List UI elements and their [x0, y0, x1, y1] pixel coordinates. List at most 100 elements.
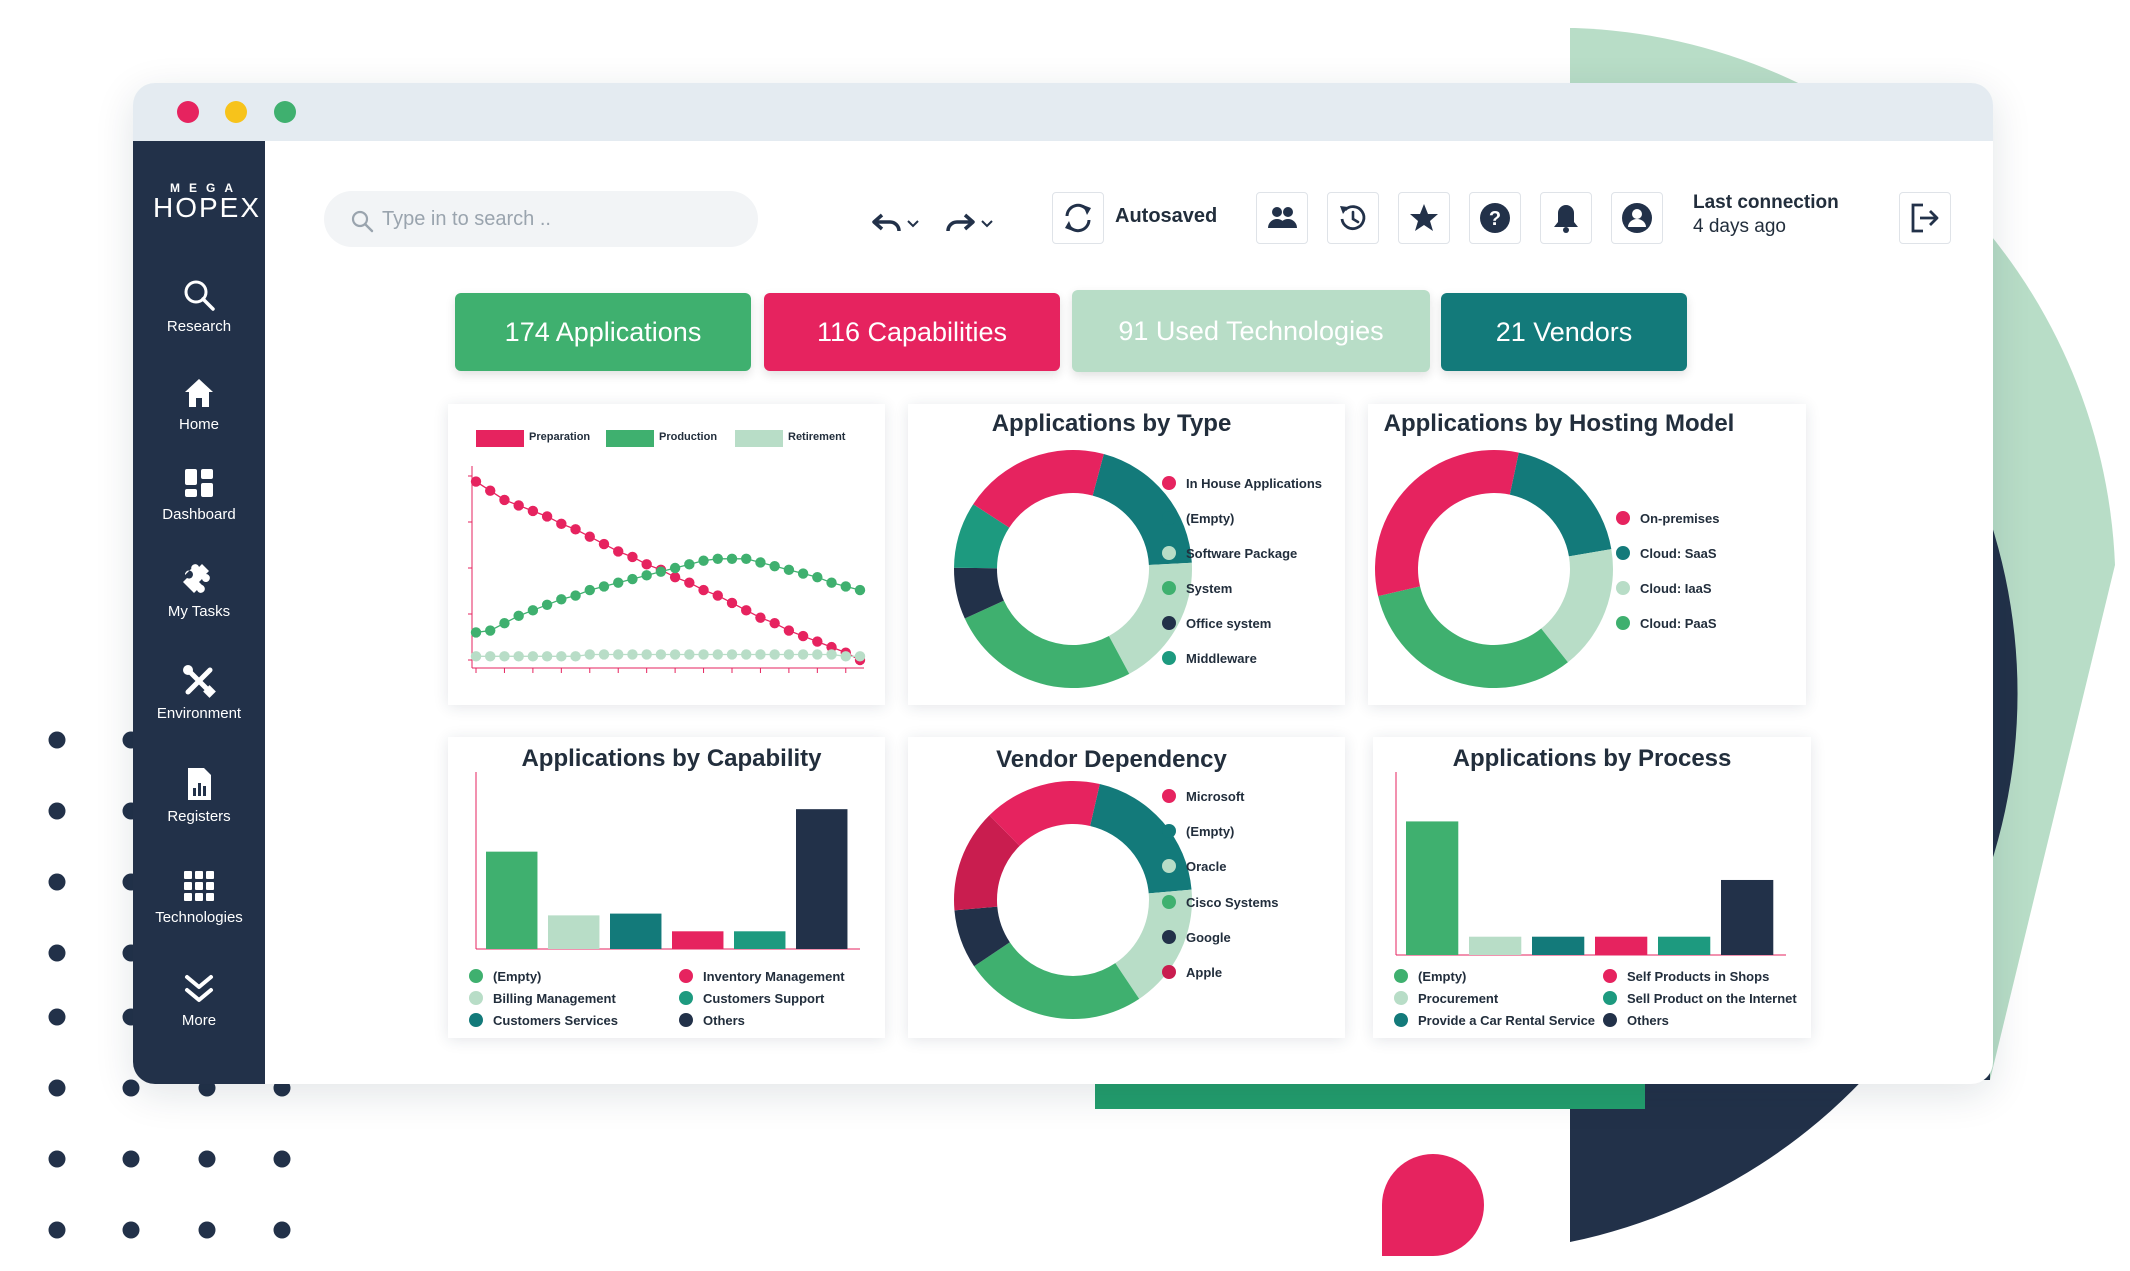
data-point [485, 485, 496, 496]
legend-item: (Empty) [469, 969, 541, 984]
data-point [556, 594, 567, 605]
donut-chart [1375, 450, 1613, 688]
data-point [527, 605, 539, 616]
stat-vendors[interactable]: 21 Vendors [1441, 293, 1687, 371]
sidebar-item-home[interactable]: Home [133, 376, 265, 466]
legend-item: Office system [1162, 616, 1271, 631]
history-button[interactable] [1327, 192, 1379, 244]
minimize-window-button[interactable] [225, 101, 247, 123]
pie-slice [954, 815, 1020, 911]
search-icon [351, 210, 374, 233]
legend-swatch [1616, 581, 1630, 595]
stat-applications[interactable]: 174 Applications [455, 293, 751, 371]
brand-line1: MEGA [170, 181, 242, 195]
pie-slice [974, 942, 1140, 1019]
legend-swatch [1616, 511, 1630, 525]
data-point [712, 553, 723, 564]
stat-capabilities[interactable]: 116 Capabilities [764, 293, 1060, 371]
legend-swatch [1603, 1013, 1617, 1027]
data-point [556, 651, 567, 662]
users-icon [1268, 207, 1297, 228]
data-point [669, 572, 681, 583]
legend-item: Google [1162, 930, 1231, 945]
chart-card-capability: Applications by Capability (Empty) Billin… [448, 737, 885, 1038]
sidebar-item-technologies[interactable]: Technologies [133, 869, 265, 959]
pie-slice [1541, 549, 1613, 663]
data-point [698, 555, 709, 566]
close-window-button[interactable] [177, 101, 199, 123]
legend-swatch [469, 969, 483, 983]
redo-icon [946, 213, 993, 232]
sidebar-item-research[interactable]: Research [133, 278, 265, 368]
data-point [755, 649, 766, 660]
legend-label: Sell Product on the Internet [1627, 991, 1797, 1006]
notifications-button[interactable] [1540, 192, 1592, 244]
legend-label: Billing Management [493, 991, 616, 1006]
data-point [527, 651, 539, 662]
data-point [698, 584, 709, 596]
data-point [698, 649, 709, 660]
logout-button[interactable] [1899, 192, 1951, 244]
maximize-window-button[interactable] [274, 101, 296, 123]
data-point [513, 651, 524, 662]
legend-item: Oracle [1162, 859, 1226, 874]
help-button[interactable]: ? [1469, 192, 1521, 244]
chart-title: Vendor Dependency [996, 746, 1227, 773]
data-point [826, 577, 837, 588]
logout-icon [1911, 203, 1939, 233]
svg-text:?: ? [1489, 208, 1501, 230]
legend-item: (Empty) [1162, 511, 1234, 526]
legend-swatch [1162, 895, 1176, 909]
bar [548, 915, 600, 949]
account-button[interactable] [1611, 192, 1663, 244]
data-point [613, 649, 624, 660]
pie-slice [989, 781, 1100, 846]
data-point [527, 505, 539, 517]
favorites-button[interactable] [1398, 192, 1450, 244]
data-point [826, 649, 837, 660]
sidebar-item-label: More [181, 1012, 217, 1029]
pie-slice [954, 504, 1010, 569]
data-point [826, 641, 837, 653]
legend-swatch [1603, 969, 1617, 983]
pie-slice [1092, 454, 1192, 566]
sidebar-item-label: Home [178, 416, 219, 433]
sidebar-item-registers[interactable]: Registers [133, 766, 265, 856]
legend-item: Procurement [1394, 991, 1498, 1006]
legend-swatch [1162, 824, 1176, 838]
sidebar-item-my-tasks[interactable]: My Tasks [133, 557, 265, 647]
sidebar-item-more[interactable]: More [133, 972, 265, 1062]
users-button[interactable] [1256, 192, 1308, 244]
tools-icon [183, 665, 216, 698]
search-input[interactable]: Type in to search .. [324, 191, 758, 247]
data-point [541, 651, 553, 662]
legend-swatch [1162, 546, 1176, 560]
legend-label: Customers Services [493, 1013, 619, 1028]
stat-used-technologies[interactable]: 91 Used Technologies [1072, 290, 1430, 372]
legend-label: Apple [1186, 965, 1223, 980]
legend-item: System [1162, 581, 1232, 596]
sidebar-item-label: Research [166, 318, 232, 335]
refresh-button[interactable] [1052, 192, 1104, 244]
redo-button[interactable] [944, 203, 1000, 239]
autosave-status: Autosaved [1115, 205, 1218, 227]
data-point [513, 610, 524, 622]
sidebar-item-environment[interactable]: Environment [133, 663, 265, 753]
line-chart [468, 466, 866, 673]
data-point [470, 651, 482, 662]
undo-button[interactable] [870, 203, 926, 239]
grid-icon [184, 871, 214, 901]
legend-item: On-premises [1616, 511, 1719, 526]
data-point [769, 560, 780, 572]
data-point [641, 570, 652, 581]
legend-label: Inventory Management [703, 969, 845, 984]
sidebar-item-dashboard[interactable]: Dashboard [133, 466, 265, 556]
pie-slice [1115, 889, 1192, 999]
brand-line2: HOPEX [153, 192, 262, 223]
sidebar-item-label: Registers [167, 808, 231, 825]
legend-swatch [1616, 616, 1630, 630]
data-point [783, 649, 795, 660]
data-point [726, 597, 738, 609]
sidebar-item-label: My Tasks [167, 603, 231, 620]
data-point [641, 559, 652, 570]
